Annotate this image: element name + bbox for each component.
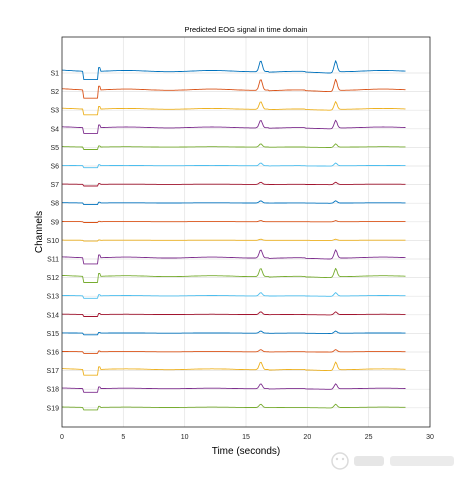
series-line-s6	[61, 162, 406, 169]
y-tick-label: S6	[50, 164, 59, 171]
series-line-s4	[62, 119, 406, 134]
x-tick-label: 5	[121, 434, 125, 441]
y-tick-label: S13	[47, 294, 60, 301]
y-tick-label: S5	[50, 145, 59, 152]
series-line-s1	[61, 60, 406, 81]
chart-title: Predicted EOG signal in time domain	[185, 25, 308, 34]
y-tick-label: S15	[47, 331, 60, 338]
x-tick-label: 25	[365, 434, 373, 441]
series-line-s18	[61, 383, 406, 393]
x-tick-labels: 0 5 10 15 20 25 30	[60, 434, 434, 441]
y-tick-label: S7	[50, 182, 59, 189]
y-tick-label: S9	[50, 219, 59, 226]
x-tick-label: 0	[60, 434, 64, 441]
series-line-s13	[62, 292, 406, 299]
y-tick-label: S16	[47, 350, 60, 357]
y-tick-label: S17	[47, 368, 60, 375]
y-tick-label: S1	[50, 71, 59, 78]
y-tick-label: S18	[47, 387, 60, 394]
y-tick-label: S10	[47, 238, 60, 245]
y-tick-label: S2	[50, 89, 59, 96]
series-line-s12	[61, 267, 406, 283]
y-tick-label: S4	[50, 126, 59, 133]
series-line-s17	[62, 361, 406, 376]
x-tick-label: 20	[303, 434, 311, 441]
series-line-s15	[62, 330, 406, 336]
series-line-s5	[62, 143, 406, 150]
y-tick-label: S8	[50, 201, 59, 208]
y-tick-label: S14	[47, 312, 60, 319]
series-line-s9	[62, 220, 406, 223]
watermark-logo	[331, 452, 454, 470]
x-tick-label: 30	[426, 434, 434, 441]
series-line-s19	[62, 403, 406, 411]
x-tick-label: 10	[181, 434, 189, 441]
plot-frame	[61, 36, 431, 428]
y-axis-label: Channels	[34, 211, 45, 253]
y-tick-labels: S1 S2 S3 S4 S5 S6 S7 S8 S9 S10 S11 S12 S13 S14 S15 S16 S…	[47, 71, 60, 413]
series-line-s8	[62, 200, 406, 206]
y-tick-label: S11	[47, 257, 59, 264]
y-tick-label: S19	[47, 405, 60, 412]
series-line-s3	[62, 101, 406, 116]
series-line-s14	[61, 311, 406, 317]
x-axis-label: Time (seconds)	[212, 446, 281, 457]
y-tick-label: S12	[47, 275, 60, 282]
series-line-s7	[62, 181, 406, 187]
series-line-s11	[61, 249, 406, 265]
series-line-s16	[62, 349, 406, 354]
series-group	[61, 60, 406, 411]
x-tick-label: 15	[242, 434, 250, 441]
y-tick-label: S3	[50, 108, 59, 115]
series-line-s2	[61, 78, 406, 99]
series-line-s10	[62, 238, 406, 242]
